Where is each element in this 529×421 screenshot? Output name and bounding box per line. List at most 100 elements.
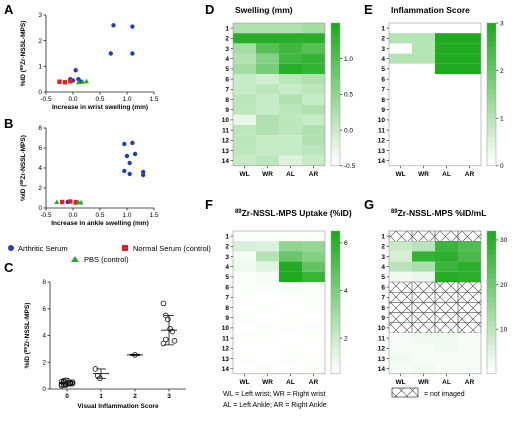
y-axis-title: %ID (89Zr-NSSL-MPS) xyxy=(19,21,28,87)
row-label: 12 xyxy=(222,138,230,145)
colorbar-segment xyxy=(331,316,340,322)
colorbar-frame xyxy=(330,230,341,375)
colorbar-segment xyxy=(487,37,496,43)
colorbar-segment xyxy=(331,321,340,327)
row-label: 4 xyxy=(381,264,385,271)
y-tick-label: 6 xyxy=(38,145,42,152)
heatmap-cell xyxy=(389,333,412,344)
data-point xyxy=(169,328,176,335)
heatmap-cell xyxy=(256,292,279,303)
heatmap-cell xyxy=(279,302,302,313)
heatmap-cell-not-imaged xyxy=(434,230,459,242)
colorbar-segment xyxy=(331,94,340,100)
heatmap-cell xyxy=(233,125,256,136)
heatmap-cell-not-imaged xyxy=(411,281,436,293)
heatmap-cell xyxy=(412,63,435,74)
heatmap-cell xyxy=(458,84,481,95)
x-tick-label: -0.5 xyxy=(40,96,52,103)
data-point-square xyxy=(62,80,68,85)
heatmap-cell xyxy=(458,343,481,354)
heatmap-cell xyxy=(233,145,256,156)
row-label: 6 xyxy=(225,76,229,83)
heatmap-cell xyxy=(256,231,279,242)
row-label: 1 xyxy=(225,233,229,240)
heatmap-cell xyxy=(279,271,302,282)
row-label: 2 xyxy=(381,244,385,251)
heatmap-cell xyxy=(256,251,279,262)
heatmap-cell-not-imaged xyxy=(457,230,482,242)
column-label: AL xyxy=(286,379,295,386)
y-tick-label: 6 xyxy=(42,306,46,313)
heatmap-cell xyxy=(233,333,256,344)
row-label: 8 xyxy=(381,305,385,312)
colorbar-segment xyxy=(487,321,496,327)
colorbar-tick-label: 2 xyxy=(500,68,504,75)
row-label: 2 xyxy=(381,36,385,43)
colorbar-segment xyxy=(487,273,496,279)
colorbar-segment xyxy=(331,113,340,119)
heatmap-cell-not-imaged xyxy=(434,302,459,313)
colorbar-segment xyxy=(487,46,496,52)
column-label: AL xyxy=(442,379,451,386)
colorbar-segment xyxy=(487,56,496,62)
heatmap-cell-not-imaged xyxy=(434,292,459,303)
heatmap-cell xyxy=(435,94,458,105)
colorbar-segment xyxy=(487,108,496,114)
colorbar-segment xyxy=(487,113,496,119)
heatmap-cell xyxy=(412,53,435,64)
column-label: WR xyxy=(418,379,429,386)
heatmap-cell xyxy=(389,155,412,166)
heatmap-cell xyxy=(256,241,279,252)
not-imaged-label: = not imaged xyxy=(424,391,465,398)
colorbar-segment xyxy=(331,70,340,76)
heatmap-cell xyxy=(233,241,256,252)
colorbar-segment xyxy=(331,235,340,241)
heatmap-cell xyxy=(256,353,279,364)
heatmap-cell xyxy=(435,104,458,115)
x-tick-label: 0 xyxy=(65,393,69,400)
row-label: 8 xyxy=(381,97,385,104)
heatmap-cell xyxy=(435,241,458,252)
colorbar-segment xyxy=(487,127,496,133)
data-point-triangle xyxy=(54,199,60,204)
heatmap-cell xyxy=(256,343,279,354)
colorbar-frame xyxy=(486,230,497,375)
colorbar-segment xyxy=(487,146,496,152)
colorbar-segment xyxy=(487,42,496,48)
heatmap-title: 89Zr-NSSL-MPS Uptake (%ID) xyxy=(235,208,352,218)
column-label: WL xyxy=(239,171,249,178)
row-label: 5 xyxy=(225,274,229,281)
heatmap-cell xyxy=(302,312,325,323)
heatmap-title: Inflammation Score xyxy=(391,5,470,15)
legend-marker-arthritic xyxy=(8,245,14,251)
heatmap-cell xyxy=(256,271,279,282)
row-label: 2 xyxy=(225,36,229,43)
colorbar-segment xyxy=(331,156,340,162)
x-tick-label: 1 xyxy=(99,393,103,400)
colorbar-segment xyxy=(331,146,340,152)
colorbar-segment xyxy=(487,264,496,270)
data-point-circle xyxy=(141,172,146,178)
heatmap-cell xyxy=(256,302,279,313)
heatmap-cell-not-imaged xyxy=(457,292,482,303)
heatmap-cell-not-imaged xyxy=(434,322,459,334)
heatmap-cell xyxy=(412,155,435,166)
colorbar-segment xyxy=(331,311,340,317)
heatmap-cell xyxy=(389,363,412,374)
y-tick-label: 2 xyxy=(42,359,46,366)
row-label: 7 xyxy=(381,87,385,94)
heatmap-cell xyxy=(435,353,458,364)
row-label: 4 xyxy=(225,56,229,63)
heatmap-cell xyxy=(458,353,481,364)
colorbar-segment xyxy=(331,264,340,270)
colorbar-segment xyxy=(331,269,340,275)
colorbar-tick-label: -0.5 xyxy=(344,163,356,170)
heatmap-cell xyxy=(256,155,279,166)
heatmap-cell xyxy=(435,271,458,282)
data-point xyxy=(171,338,178,344)
heatmap-cell xyxy=(256,261,279,272)
heatmap-cell xyxy=(302,271,325,282)
heatmap-cell xyxy=(389,114,412,125)
